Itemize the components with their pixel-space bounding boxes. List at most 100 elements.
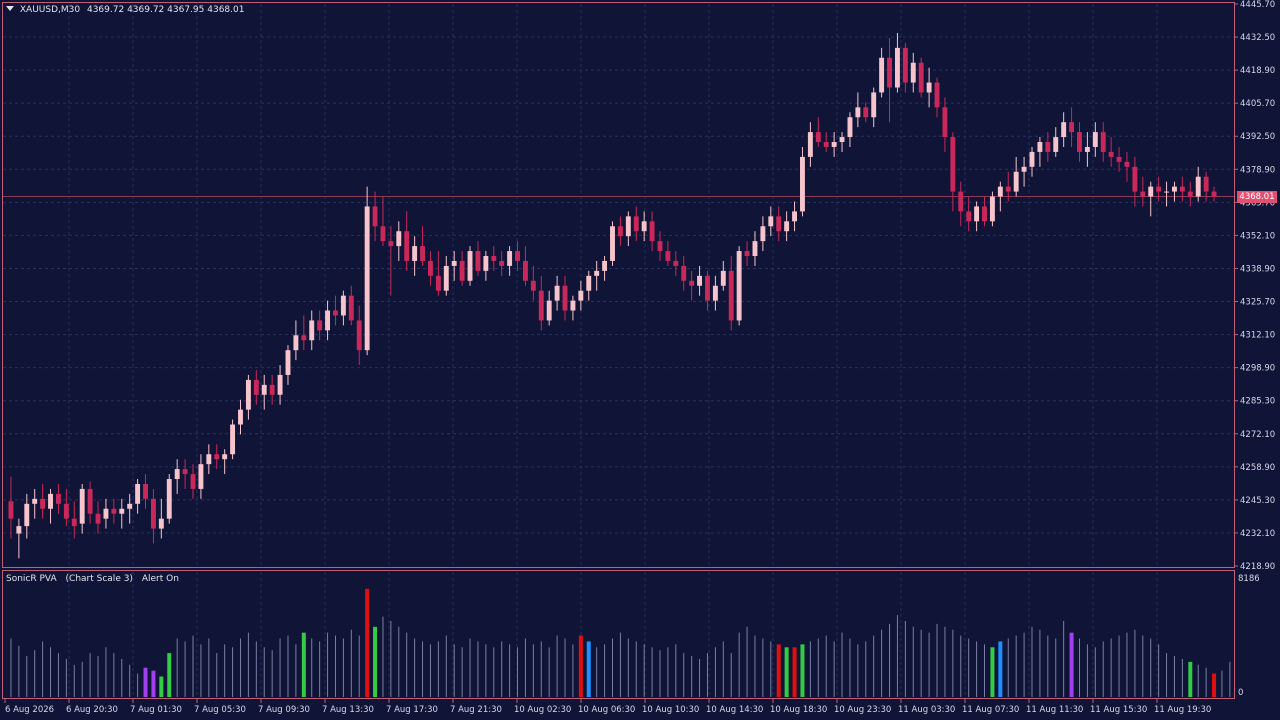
volume-bar xyxy=(667,647,669,697)
volume-bar xyxy=(1118,635,1120,697)
volume-bar xyxy=(1142,635,1144,697)
candle xyxy=(135,479,141,514)
volume-bar xyxy=(406,632,408,697)
price-chart-pane[interactable] xyxy=(2,2,1235,568)
candle xyxy=(253,369,259,405)
candle xyxy=(143,474,148,509)
volume-bar xyxy=(373,626,378,697)
candle-body xyxy=(269,384,275,395)
volume-bar xyxy=(414,638,416,697)
candle-body xyxy=(103,508,109,519)
candle xyxy=(1124,151,1130,182)
candle xyxy=(594,260,600,291)
volume-bar xyxy=(517,647,519,697)
candle-body xyxy=(1148,186,1154,197)
candle-body xyxy=(317,320,323,331)
candle-body xyxy=(657,241,663,252)
volume-bar xyxy=(1015,635,1017,697)
candle-body xyxy=(475,251,481,271)
candle xyxy=(190,464,196,499)
candle xyxy=(301,315,307,351)
candle-body xyxy=(1203,176,1209,192)
candle-body xyxy=(1100,132,1106,152)
candle-body xyxy=(641,221,647,232)
volume-bar xyxy=(65,658,67,697)
volume-bar xyxy=(1158,644,1160,697)
volume-bar xyxy=(208,638,210,697)
high-value: 4369.72 xyxy=(127,5,165,15)
candle-body xyxy=(396,231,402,247)
volume-bar xyxy=(762,638,764,697)
candle-body xyxy=(182,469,188,475)
candle-body xyxy=(807,132,813,157)
candle-body xyxy=(768,216,774,227)
candle xyxy=(1100,122,1106,162)
candle xyxy=(1187,181,1193,207)
volume-bar xyxy=(1110,638,1112,697)
candle-body xyxy=(119,508,125,514)
candle-body xyxy=(1005,186,1011,192)
price-label: 4272.10 xyxy=(1240,430,1275,440)
current-price-tag: 4368.01 xyxy=(1237,190,1277,203)
candle xyxy=(697,265,703,296)
candle xyxy=(974,201,980,232)
close-value: 4368.01 xyxy=(207,5,245,15)
candle xyxy=(997,181,1003,212)
volume-bar xyxy=(699,658,701,697)
candle xyxy=(333,295,338,326)
candle xyxy=(736,246,742,326)
candle-body xyxy=(63,503,69,519)
candle xyxy=(1156,176,1162,202)
indicator-pane[interactable] xyxy=(2,570,1235,699)
volume-bar xyxy=(936,623,938,697)
candle xyxy=(467,246,473,286)
candle-body xyxy=(340,295,346,316)
volume-bar xyxy=(792,647,797,697)
candle xyxy=(681,256,687,291)
candle-body xyxy=(198,464,204,489)
price-label: 4218.90 xyxy=(1240,562,1275,572)
candle xyxy=(206,444,212,475)
candle xyxy=(348,285,354,326)
candlestick-series xyxy=(8,32,1217,559)
volume-bar xyxy=(390,620,392,697)
candle xyxy=(871,87,877,128)
candle xyxy=(800,146,805,217)
volume-bar xyxy=(239,638,241,697)
candle xyxy=(1203,171,1209,202)
triangle-down-icon[interactable] xyxy=(6,6,14,11)
volume-bar xyxy=(1166,653,1168,697)
candle-body xyxy=(79,488,85,524)
symbol-label: XAUUSD,M30 xyxy=(19,5,81,15)
candle xyxy=(261,374,267,410)
volume-bar xyxy=(232,647,234,697)
candle-body xyxy=(879,57,885,93)
candle-body xyxy=(617,226,623,237)
candle-body xyxy=(815,132,821,143)
candle-body xyxy=(942,107,948,138)
candle xyxy=(63,488,69,527)
candle-body xyxy=(697,275,703,286)
candle-body xyxy=(720,270,726,286)
candle-body xyxy=(934,82,940,108)
volume-bar xyxy=(968,638,970,697)
candle xyxy=(610,221,615,266)
candle xyxy=(515,241,520,271)
volume-bar xyxy=(350,629,352,697)
candle xyxy=(760,216,766,252)
volume-bar xyxy=(809,641,811,697)
candle-body xyxy=(578,290,584,301)
indicator-alert: Alert On xyxy=(141,574,179,584)
volume-bar xyxy=(540,641,542,697)
candle xyxy=(989,191,995,227)
candle xyxy=(222,449,228,475)
candle xyxy=(712,275,718,311)
candle-body xyxy=(507,251,513,266)
candle-body xyxy=(982,206,987,222)
volume-bar xyxy=(998,641,1003,697)
candle xyxy=(32,488,38,519)
candle-body xyxy=(649,221,655,242)
candle xyxy=(158,498,164,539)
